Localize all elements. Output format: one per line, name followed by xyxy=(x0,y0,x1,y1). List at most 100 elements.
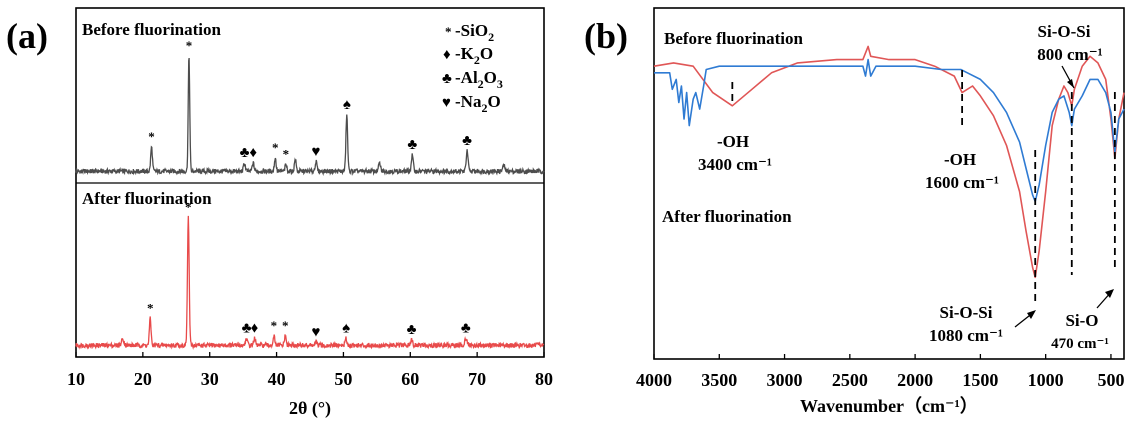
panel-b-reference-dashes xyxy=(731,70,1116,305)
panel-b-series-line-after xyxy=(654,58,1125,203)
annotation-oh-3400-group: -OH xyxy=(717,132,749,151)
peak-marker: ♣ xyxy=(461,321,471,337)
legend-label-al2o3-sub2: 3 xyxy=(497,77,503,91)
legend-symbol-heart: ♥ xyxy=(442,95,451,111)
peak-marker: ♣ xyxy=(242,321,252,337)
legend-entry-sio2: * -SiO2 xyxy=(445,21,494,44)
legend-label-al2o3: -Al2O3 xyxy=(455,68,503,91)
panel-a-series-line-before xyxy=(75,57,545,176)
panel-a-xrd: (a) **♣ ♦ * * ♥♠♣ ♣**♣ ♦ * * ♥ ♠ ♣ ♣ Before fluorina… xyxy=(6,7,553,419)
peak-marker: * xyxy=(272,140,279,155)
panel-b-tick-label: 3500 xyxy=(701,370,737,390)
annotation-oh-3400: -OH 3400 cm⁻¹ xyxy=(698,132,772,174)
panel-a-tick-label: 30 xyxy=(201,369,219,389)
panel-b-tick-label: 2000 xyxy=(897,370,933,390)
annotation-sio-470: Si-O 470 cm⁻¹ xyxy=(1051,289,1114,352)
peak-marker: ♦ xyxy=(251,321,259,337)
legend-label-sio2-main: -SiO xyxy=(455,21,488,40)
annotation-sioSi-1080-value: 1080 cm⁻¹ xyxy=(929,326,1003,345)
panel-b-tick-label: 1500 xyxy=(962,370,998,390)
legend-symbol-asterisk: * xyxy=(445,24,452,39)
panel-b-frame xyxy=(653,7,1125,360)
panel-b-series-label-after: After fluorination xyxy=(662,207,792,226)
legend-label-k2o-main: -K xyxy=(455,44,475,63)
legend-label-k2o-tail: O xyxy=(480,44,493,63)
annotation-oh-1600-group: -OH xyxy=(944,150,976,169)
annotation-oh-1600: -OH 1600 cm⁻¹ xyxy=(925,150,999,192)
legend-entry-k2o: ♦ -K2O xyxy=(443,44,493,67)
annotation-sioSi-1080-group: Si-O-Si xyxy=(940,303,993,322)
legend-label-al2o3-tail: O xyxy=(484,68,497,87)
panel-a-tick-label: 50 xyxy=(334,369,352,389)
panel-a-x-ticks: 10 20 30 40 50 60 70 80 xyxy=(67,352,553,389)
panel-b-series-group xyxy=(653,45,1125,279)
peak-marker: ♠ xyxy=(343,97,351,113)
annotation-sioSi-800-arrowhead xyxy=(1067,79,1074,88)
peak-marker: ♣ xyxy=(240,145,250,161)
panel-a-tick-label: 20 xyxy=(134,369,152,389)
panel-a-series-label-before: Before fluorination xyxy=(82,20,222,39)
legend-label-na2o-main: -Na xyxy=(455,92,482,111)
annotation-sioSi-800: Si-O-Si 800 cm⁻¹ xyxy=(1037,22,1103,89)
annotation-oh-3400-value: 3400 cm⁻¹ xyxy=(698,155,772,174)
panel-b-tick-label: 1000 xyxy=(1028,370,1064,390)
peak-marker: ♦ xyxy=(249,145,257,161)
legend-label-k2o: -K2O xyxy=(455,44,493,67)
annotation-sio-470-value: 470 cm⁻¹ xyxy=(1051,336,1109,352)
legend-label-al2o3-sub: 2 xyxy=(478,77,484,91)
panel-a-tick-label: 60 xyxy=(401,369,419,389)
annotation-sioSi-800-group: Si-O-Si xyxy=(1038,22,1091,41)
panel-b-tick-label: 4000 xyxy=(636,370,672,390)
legend-entry-na2o: ♥ -Na2O xyxy=(442,92,501,115)
panel-a-tick-label: 80 xyxy=(535,369,553,389)
panel-b-tick-label: 3000 xyxy=(767,370,803,390)
annotation-sioSi-1080-arrowhead xyxy=(1027,310,1036,319)
annotation-sio-470-group: Si-O xyxy=(1065,311,1098,330)
panel-a-legend: * -SiO2 ♦ -K2O ♣ -Al2O3 ♥ -Na2O xyxy=(442,21,503,115)
legend-label-al2o3-main: -Al xyxy=(455,68,478,87)
peak-marker: * xyxy=(147,301,154,316)
panel-a-tick-label: 70 xyxy=(468,369,486,389)
peak-marker: * xyxy=(185,200,192,215)
peak-marker: ♣ xyxy=(407,137,417,153)
annotation-sio-470-arrowhead xyxy=(1105,289,1114,298)
panel-a-series-label-after: After fluorination xyxy=(82,189,212,208)
panel-b-ftir: (b) Before fluorination After fluorinati… xyxy=(584,7,1125,416)
legend-symbol-club: ♣ xyxy=(442,71,452,87)
legend-symbol-diamond: ♦ xyxy=(443,47,451,63)
panel-b-series-label-before: Before fluorination xyxy=(664,29,804,48)
peak-marker: ♥ xyxy=(312,325,321,341)
panel-b-label: (b) xyxy=(584,16,628,56)
panel-b-x-ticks: 4000 3500 3000 2500 2000 1500 1000 500 xyxy=(636,354,1124,390)
panel-a-series-group xyxy=(75,57,545,350)
peak-marker: * xyxy=(283,147,290,162)
panel-a-peak-markers: **♣ ♦ * * ♥♠♣ ♣**♣ ♦ * * ♥ ♠ ♣ ♣ xyxy=(147,38,472,341)
peak-marker: * xyxy=(282,318,289,333)
legend-label-k2o-sub: 2 xyxy=(474,53,480,67)
peak-marker: ♥ xyxy=(312,144,321,160)
legend-label-na2o: -Na2O xyxy=(455,92,501,115)
panel-a-series-line-after xyxy=(75,215,545,350)
legend-entry-al2o3: ♣ -Al2O3 xyxy=(442,68,503,91)
panel-b-x-axis-label: Wavenumber（cm⁻¹） xyxy=(800,396,978,416)
annotation-sioSi-1080: Si-O-Si 1080 cm⁻¹ xyxy=(929,303,1036,345)
legend-label-sio2-sub: 2 xyxy=(488,30,494,44)
panel-a-label: (a) xyxy=(6,16,48,56)
panel-b-tick-label: 2500 xyxy=(832,370,868,390)
annotation-sioSi-800-value: 800 cm⁻¹ xyxy=(1037,45,1103,64)
legend-label-sio2: -SiO2 xyxy=(455,21,494,44)
peak-marker: * xyxy=(186,38,193,53)
panel-b-tick-label: 500 xyxy=(1097,370,1124,390)
panel-a-tick-label: 40 xyxy=(268,369,286,389)
panel-a-tick-label: 10 xyxy=(67,369,85,389)
peak-marker: ♣ xyxy=(407,322,417,338)
panel-a-x-axis-label: 2θ (°) xyxy=(289,398,331,419)
legend-label-na2o-tail: O xyxy=(487,92,500,111)
annotation-oh-1600-value: 1600 cm⁻¹ xyxy=(925,173,999,192)
peak-marker: ♠ xyxy=(342,321,350,337)
peak-marker: ♣ xyxy=(462,133,472,149)
peak-marker: * xyxy=(148,129,155,144)
legend-label-na2o-sub: 2 xyxy=(481,101,487,115)
peak-marker: * xyxy=(271,318,278,333)
